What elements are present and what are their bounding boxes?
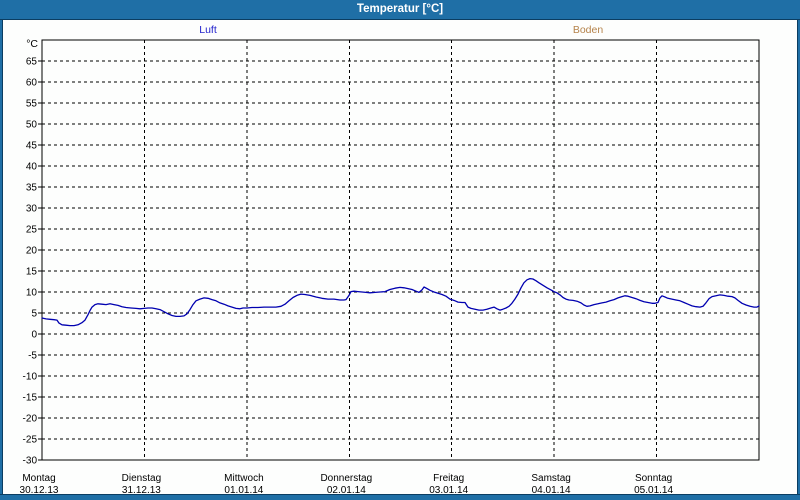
y-tick-label: -15 [23, 393, 38, 404]
window-border-bottom [0, 494, 800, 500]
legend-item-luft: Luft [199, 24, 217, 36]
y-axis-unit-label: °C [26, 38, 38, 50]
y-tick-label: 55 [26, 99, 38, 110]
y-tick-label: 5 [31, 309, 37, 320]
window-border-left [0, 20, 3, 500]
y-tick-label: 50 [26, 120, 38, 131]
y-tick-label: 10 [26, 288, 38, 299]
x-day-label: Donnerstag [320, 473, 372, 484]
title-bar: Temperatur [°C] [0, 0, 800, 20]
y-tick-label: 15 [26, 267, 38, 278]
x-day-label: Sonntag [635, 473, 672, 484]
y-tick-label: 40 [26, 162, 38, 173]
y-tick-label: 25 [26, 225, 38, 236]
legend-item-boden: Boden [572, 24, 604, 36]
x-day-label: Mittwoch [224, 473, 263, 484]
y-tick-label: -20 [23, 414, 38, 425]
x-day-label: Dienstag [122, 473, 161, 484]
y-tick-label: -25 [23, 435, 38, 446]
y-tick-label: 65 [26, 57, 38, 68]
y-tick-label: -5 [28, 351, 37, 362]
plot-frame [41, 39, 760, 461]
x-day-label: Freitag [433, 473, 464, 484]
y-tick-label: -30 [23, 456, 38, 467]
y-tick-label: 60 [26, 78, 38, 89]
y-tick-label: 20 [26, 246, 38, 257]
series-line-luft [41, 277, 760, 327]
x-day-label: Samstag [531, 473, 570, 484]
window-border-right [797, 20, 800, 500]
y-tick-label: -10 [23, 372, 38, 383]
x-day-label: Montag [22, 473, 55, 484]
window-title: Temperatur [°C] [356, 3, 444, 15]
y-tick-label: 45 [26, 141, 38, 152]
y-tick-label: 35 [26, 183, 38, 194]
y-tick-label: 30 [26, 204, 38, 215]
y-tick-label: 0 [31, 330, 37, 341]
